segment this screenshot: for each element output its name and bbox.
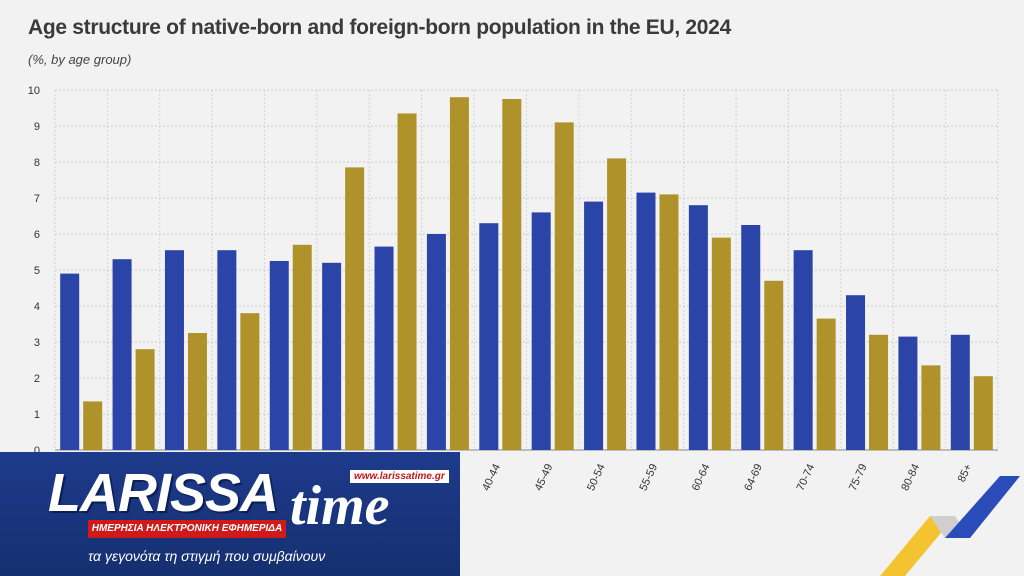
bar <box>869 334 889 450</box>
y-tick-label: 0 <box>34 445 40 457</box>
bar <box>240 313 260 450</box>
x-tick-label: 55-59 <box>637 462 660 493</box>
larissatime-logo-banner: LARISSA time www.larissatime.gr ΗΜΕΡΗΣΙΑ… <box>0 452 460 576</box>
y-tick-label: 1 <box>34 409 40 421</box>
x-tick-label: 45-49 <box>533 462 556 493</box>
y-tick-label: 3 <box>34 337 40 349</box>
chart-title: Age structure of native-born and foreign… <box>28 16 731 39</box>
y-tick-label: 6 <box>34 229 40 241</box>
bar <box>554 122 574 451</box>
x-tick-label: 70-74 <box>795 462 818 493</box>
x-tick-label: 50-54 <box>585 462 608 493</box>
y-tick-label: 5 <box>34 265 40 277</box>
bar <box>217 250 237 450</box>
bar <box>531 212 551 450</box>
bar <box>397 113 417 451</box>
bar <box>322 262 342 450</box>
logo-time-text: time <box>290 475 390 537</box>
bar <box>741 225 761 450</box>
bar <box>374 246 394 450</box>
logo-strip: ΗΜΕΡΗΣΙΑ ΗΛΕΚΤΡΟΝΙΚΗ ΕΦΗΜΕΡΙΔΑ <box>88 520 286 538</box>
bar <box>135 349 155 450</box>
y-tick-label: 10 <box>28 85 40 97</box>
x-tick-label: 40-44 <box>480 462 503 493</box>
x-tick-label: 60-64 <box>690 462 713 493</box>
logo-larissa-text: LARISSA <box>48 463 279 523</box>
bar <box>607 158 627 450</box>
bar <box>846 295 866 450</box>
bar <box>502 99 522 450</box>
bar <box>584 201 604 450</box>
bar <box>345 167 365 450</box>
x-tick-label: 64-69 <box>742 462 765 493</box>
y-tick-label: 4 <box>34 301 40 313</box>
bar <box>164 250 184 450</box>
bar <box>479 223 499 450</box>
chart-subtitle: (%, by age group) <box>28 52 132 67</box>
bar <box>112 259 132 450</box>
bar <box>636 192 656 450</box>
bar <box>449 97 469 450</box>
bar <box>292 244 312 450</box>
bar <box>816 318 836 450</box>
bar <box>269 261 289 450</box>
logo-url: www.larissatime.gr <box>350 470 449 483</box>
bar <box>711 237 731 450</box>
bar <box>973 376 993 450</box>
decorative-chevron-icon <box>880 476 1020 576</box>
bar <box>83 401 103 450</box>
bar <box>793 250 813 450</box>
bar <box>60 273 80 450</box>
bar <box>187 333 207 450</box>
logo-tagline: τα γεγονότα τη στιγμή που συμβαίνουν <box>88 548 326 564</box>
y-tick-label: 9 <box>34 121 40 133</box>
bar <box>898 336 918 450</box>
y-tick-label: 7 <box>34 193 40 205</box>
bar <box>659 194 679 450</box>
y-tick-label: 8 <box>34 157 40 169</box>
bar <box>426 234 446 450</box>
bar <box>764 280 784 450</box>
bar <box>921 365 941 450</box>
bar <box>950 334 970 450</box>
bar <box>688 205 708 450</box>
y-tick-label: 2 <box>34 373 40 385</box>
